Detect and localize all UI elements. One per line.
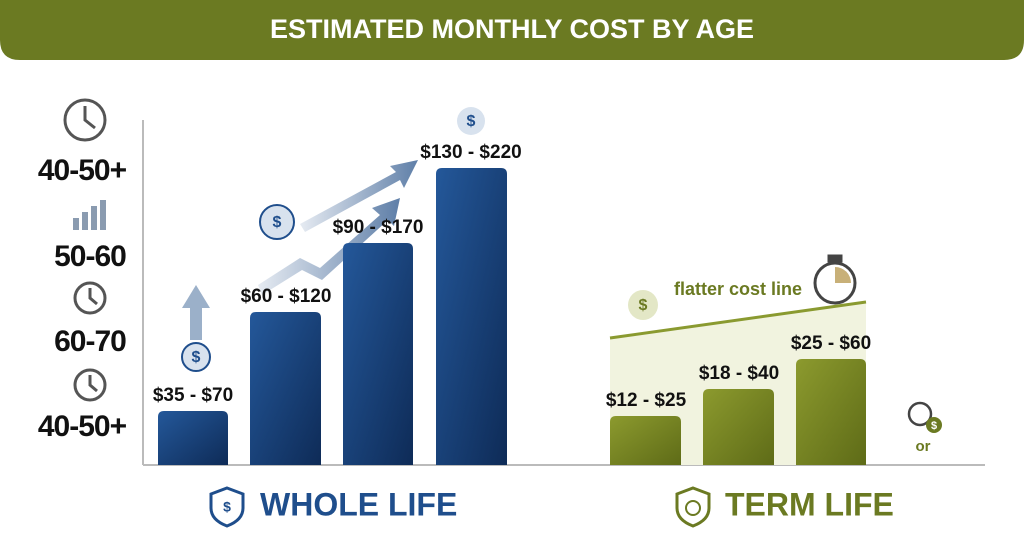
age-label: 40-50+ xyxy=(38,410,127,443)
icon-circle xyxy=(259,204,295,240)
icon-bar xyxy=(91,206,97,230)
clock-hand xyxy=(88,288,98,306)
bar xyxy=(703,389,774,465)
bar xyxy=(610,416,681,465)
icon-circle xyxy=(181,342,211,372)
header-bar xyxy=(0,0,1024,60)
icon-bar xyxy=(100,200,106,230)
bar-label: $25 - $60 xyxy=(791,333,871,354)
bar-label: $130 - $220 xyxy=(420,142,521,163)
icon-symbol: $ xyxy=(273,214,282,231)
icon-bar xyxy=(82,212,88,230)
growth-icon xyxy=(73,200,106,230)
bar-label: $18 - $40 xyxy=(699,363,779,384)
icon-symbol: $ xyxy=(931,420,937,432)
clock-fill xyxy=(835,267,851,283)
arrow xyxy=(300,160,418,232)
icon-symbol: $ xyxy=(223,499,231,515)
cost-line xyxy=(609,300,867,340)
arrow xyxy=(258,198,400,295)
age-label: 60-70 xyxy=(54,325,126,358)
dollar-icon: $ xyxy=(181,342,211,372)
icon-symbol: $ xyxy=(467,113,476,130)
bar xyxy=(343,243,413,465)
icon-symbol: $ xyxy=(192,349,201,366)
clock-hand xyxy=(83,106,96,130)
shield-icon xyxy=(209,486,245,528)
small-stopwatch: $ xyxy=(907,401,942,433)
arrow xyxy=(182,285,210,340)
annotation: flatter cost line xyxy=(674,279,802,299)
age-label: 40-50+ xyxy=(38,154,127,187)
section-label: TERM LIFE xyxy=(725,486,894,522)
whole-life-bars xyxy=(158,168,507,465)
bar xyxy=(796,359,866,465)
bar-label: $35 - $70 xyxy=(153,385,233,406)
title: ESTIMATED MONTHLY COST BY AGE xyxy=(270,14,754,44)
icon-circle xyxy=(457,107,485,135)
icon-bar xyxy=(73,218,79,230)
icon-circle xyxy=(628,290,658,320)
bar xyxy=(250,312,321,465)
clock-icons xyxy=(63,98,107,402)
icon-symbol: $ xyxy=(639,297,648,314)
note: or xyxy=(916,438,931,455)
bar-label: $12 - $25 xyxy=(606,390,687,411)
stopwatch-icon xyxy=(813,254,857,305)
dollar-icon: $ xyxy=(628,290,658,320)
bar-label: $60 - $120 xyxy=(241,286,332,307)
clock-hand xyxy=(88,375,98,393)
age-label: 50-60 xyxy=(54,240,126,273)
icon-circle xyxy=(926,417,942,433)
shield-icon xyxy=(675,486,711,528)
term-life-bars xyxy=(610,359,866,465)
dollar-icon: $ xyxy=(457,107,485,135)
clock-icon xyxy=(685,500,701,516)
clock-icon xyxy=(907,401,933,427)
stopwatch-top xyxy=(827,254,843,263)
bar-label: $90 - $170 xyxy=(333,217,424,238)
dollar-icon: $ xyxy=(259,204,295,240)
bar xyxy=(158,411,228,465)
bar xyxy=(436,168,507,465)
section-label: WHOLE LIFE xyxy=(260,486,457,522)
